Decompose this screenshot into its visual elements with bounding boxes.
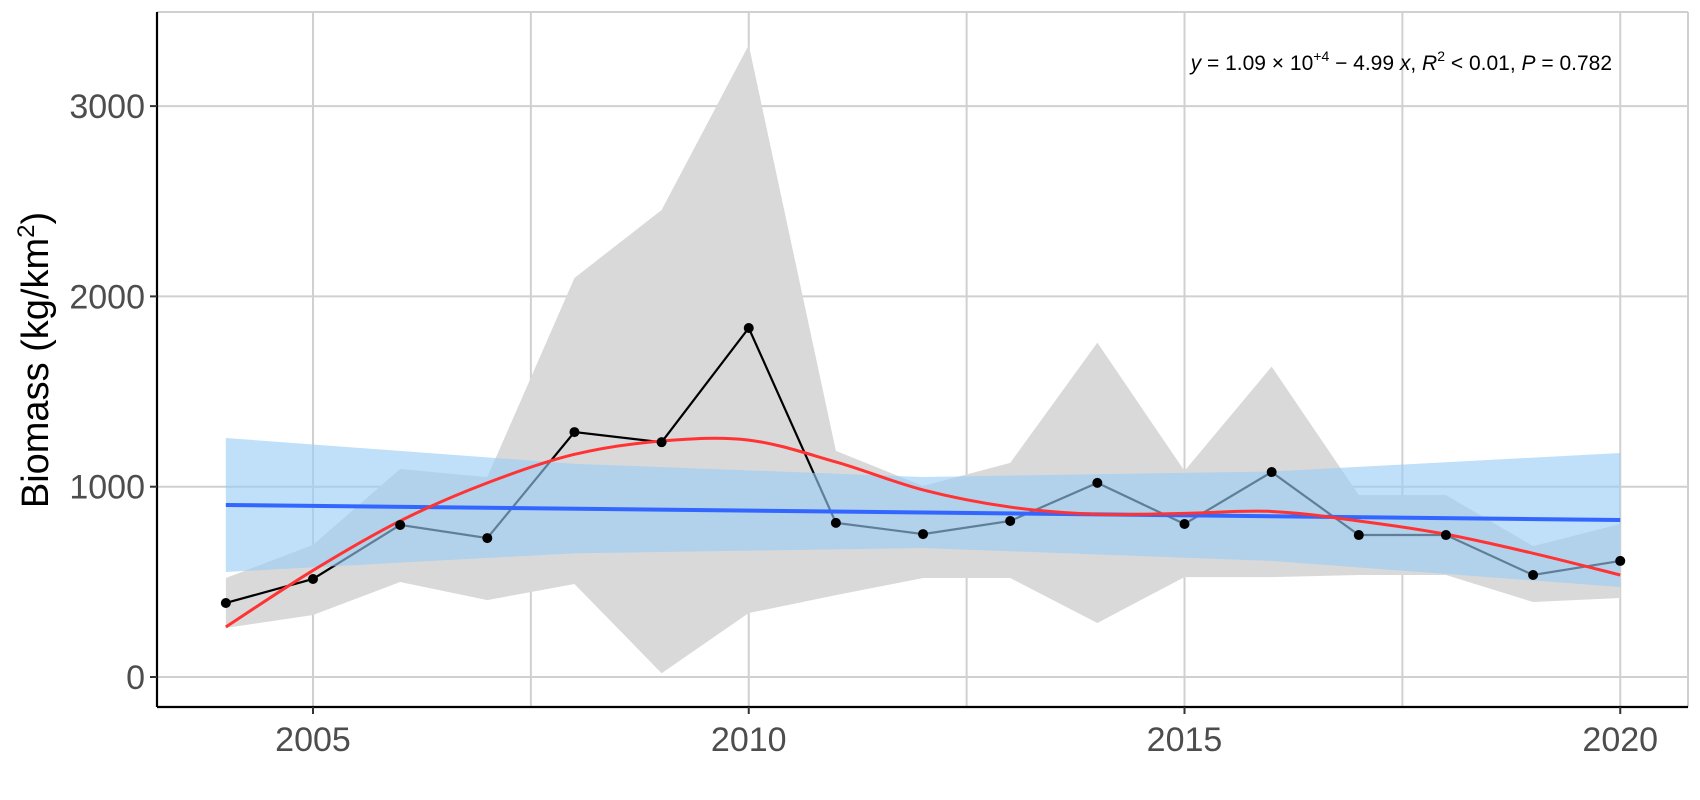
- y-tick-label: 1000: [69, 469, 145, 507]
- x-tick-label: 2005: [275, 721, 351, 759]
- data-point: [1092, 477, 1103, 488]
- y-axis-title: Biomass (kg/km2): [13, 212, 57, 508]
- x-tick-label: 2015: [1147, 721, 1223, 759]
- y-tick-label: 0: [126, 659, 145, 697]
- fit-line-shape: [225, 502, 1621, 523]
- data-point: [220, 597, 231, 608]
- axis-ticks: 0 1000 2000 3000 2005 2010 2015 2020: [69, 88, 1658, 759]
- data-point: [1528, 569, 1539, 580]
- data-point: [1353, 530, 1364, 541]
- data-point: [308, 573, 318, 584]
- y-tick-label: 2000: [69, 278, 145, 316]
- data-point: [482, 533, 493, 544]
- data-point: [656, 437, 667, 448]
- data-point: [395, 519, 406, 530]
- loess-path: [225, 436, 1621, 629]
- axes: [155, 12, 1688, 709]
- data-point: [1615, 555, 1626, 566]
- loess-smooth-line: [225, 436, 1621, 629]
- data-point: [743, 322, 754, 333]
- regression-annotation: y = 1.09 × 10+4 − 4.99 x, R2 < 0.01, P =…: [1189, 48, 1612, 75]
- linear-fit-line: [225, 502, 1621, 523]
- data-point: [830, 517, 841, 528]
- data-point: [918, 529, 929, 540]
- y-tick-label: 3000: [69, 88, 145, 126]
- data-point: [1179, 518, 1190, 529]
- data-point: [1266, 467, 1277, 478]
- data-point: [1005, 515, 1016, 526]
- data-point: [1440, 530, 1451, 541]
- observed-points: [220, 322, 1626, 608]
- x-tick-label: 2010: [711, 721, 787, 759]
- x-tick-label: 2020: [1582, 721, 1658, 759]
- data-point: [569, 427, 580, 438]
